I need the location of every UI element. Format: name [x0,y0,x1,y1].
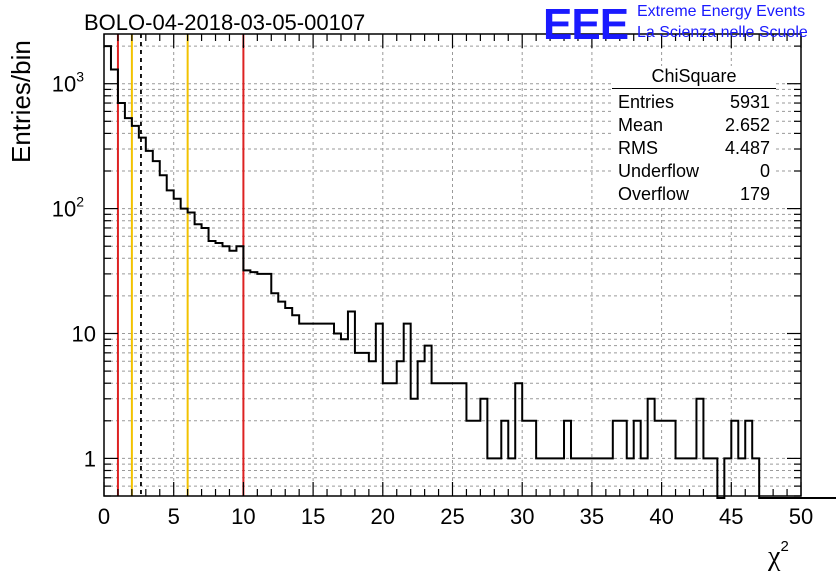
x-axis-label: χ2 [768,538,789,573]
stats-label: Entries [618,92,675,112]
y-tick-label: 10 [72,322,96,347]
stats-value: 2.652 [724,115,770,135]
y-axis-label: Entries/bin [6,40,36,163]
x-tick-label: 50 [789,504,813,529]
stats-value: 0 [759,161,770,181]
stats-value: 4.487 [724,138,770,158]
eee-logo: EEE [543,0,629,49]
stats-title: ChiSquare [612,66,776,89]
y-tick-label: 103 [52,69,84,97]
stats-row: Entries 5931 [612,91,776,114]
stats-row: Overflow 179 [612,183,776,206]
stats-label: Mean [618,115,664,135]
x-tick-label: 5 [168,504,180,529]
x-tick-label: 30 [510,504,534,529]
x-tick-label: 40 [649,504,673,529]
y-tick-label: 1 [84,446,96,471]
x-axis-label-sup: 2 [780,538,789,555]
histogram-line [104,45,836,499]
stats-label: Overflow [618,184,690,204]
chart-title: BOLO-04-2018-03-05-00107 [84,10,366,35]
stats-value: 5931 [729,92,770,112]
stats-label: RMS [618,138,658,158]
x-tick-label: 35 [580,504,604,529]
stats-label: Underflow [618,161,700,181]
stats-row: Mean 2.652 [612,114,776,137]
stats-row: Underflow 0 [612,160,776,183]
stats-box: ChiSquare Entries 5931 Mean 2.652 RMS 4.487… [612,66,776,206]
histogram [104,45,836,499]
logo-line-1: Extreme Energy Events [637,3,806,20]
x-tick-label: 10 [231,504,255,529]
x-axis-label-main: χ [768,541,781,572]
y-tick-label: 102 [52,194,84,222]
x-tick-label: 45 [719,504,743,529]
x-tick-label: 15 [301,504,325,529]
x-tick-label: 20 [371,504,395,529]
grid-lines [104,34,801,497]
stats-value: 179 [739,184,770,204]
tick-labels: 0 5 10 15 20 25 30 35 40 45 50 1 10 102 103 [52,69,814,529]
stats-row: RMS 4.487 [612,137,776,160]
x-tick-label: 0 [98,504,110,529]
x-tick-label: 25 [440,504,464,529]
axis-ticks [103,34,802,497]
logo-line-2: La Scienza nelle Scuole [637,24,808,41]
